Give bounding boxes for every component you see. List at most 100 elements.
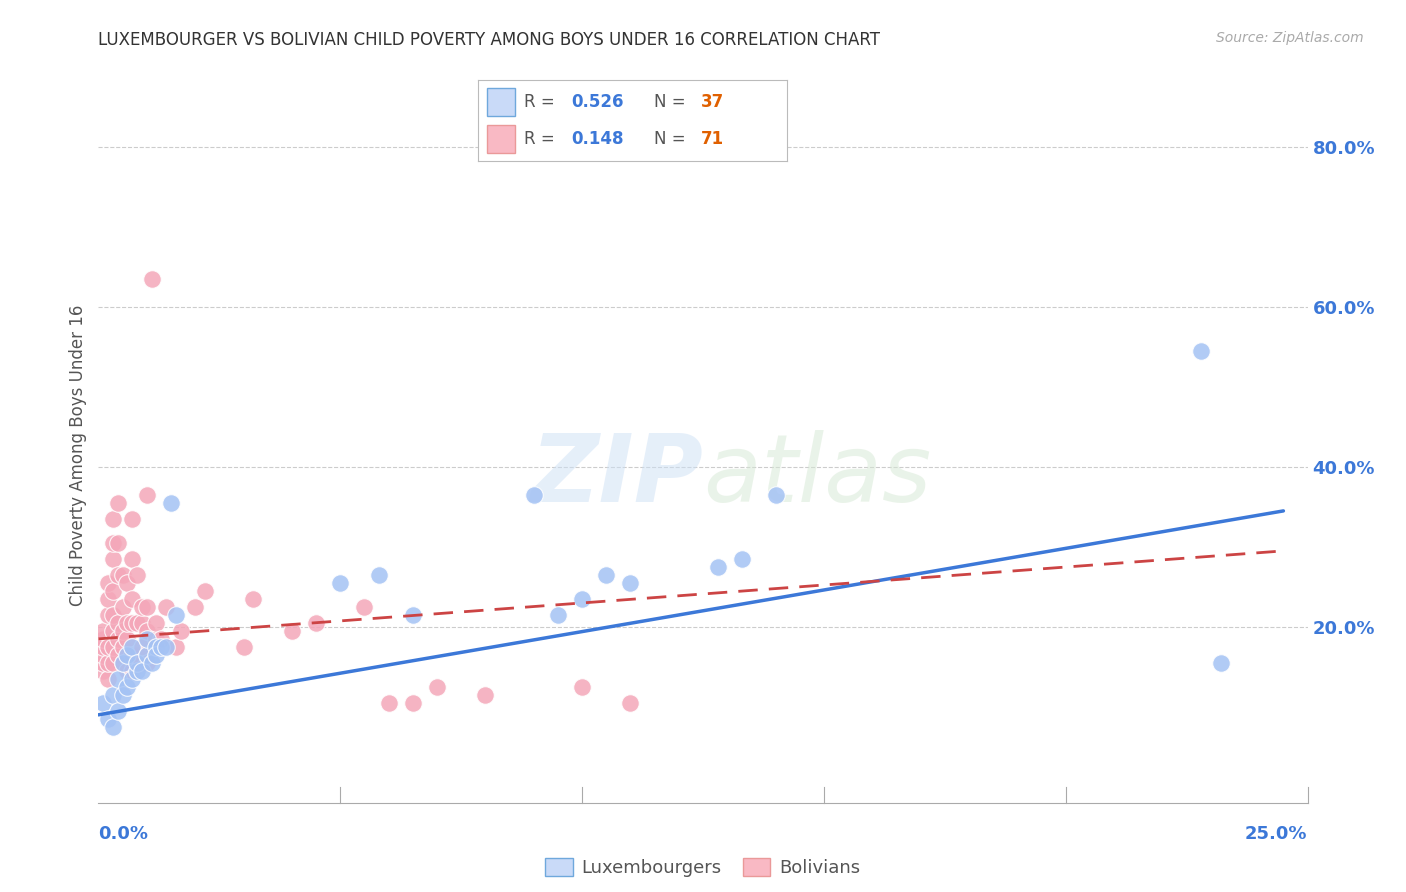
Point <box>145 640 167 654</box>
Text: atlas: atlas <box>703 430 931 521</box>
Point <box>127 664 149 678</box>
Point <box>97 712 120 726</box>
Point <box>619 575 641 590</box>
Text: Source: ZipAtlas.com: Source: ZipAtlas.com <box>1216 31 1364 45</box>
Point <box>131 615 153 630</box>
Legend: Luxembourgers, Bolivians: Luxembourgers, Bolivians <box>538 850 868 884</box>
Point <box>97 672 120 686</box>
Point <box>121 640 143 654</box>
Point <box>101 536 124 550</box>
Point <box>131 640 153 654</box>
Point <box>281 624 304 638</box>
Point <box>1189 343 1212 358</box>
Point <box>194 583 217 598</box>
Point <box>305 615 328 630</box>
Point <box>111 599 134 614</box>
Point <box>571 591 593 606</box>
Point <box>117 615 139 630</box>
Point <box>329 575 352 590</box>
Point <box>121 615 143 630</box>
Point <box>765 488 787 502</box>
Point <box>169 624 191 638</box>
Text: 71: 71 <box>700 130 724 148</box>
Text: LUXEMBOURGER VS BOLIVIAN CHILD POVERTY AMONG BOYS UNDER 16 CORRELATION CHART: LUXEMBOURGER VS BOLIVIAN CHILD POVERTY A… <box>98 31 880 49</box>
Point <box>184 599 207 614</box>
Point <box>155 599 177 614</box>
Point <box>97 607 120 622</box>
Text: N =: N = <box>654 93 692 111</box>
Point <box>101 607 124 622</box>
Point <box>97 575 120 590</box>
Point <box>121 648 143 662</box>
Point <box>135 599 157 614</box>
Point <box>97 640 120 654</box>
Point <box>595 567 617 582</box>
Point <box>377 696 399 710</box>
Point <box>107 567 129 582</box>
Point <box>242 591 264 606</box>
Point <box>135 624 157 638</box>
Point <box>101 720 124 734</box>
Text: 25.0%: 25.0% <box>1246 825 1308 843</box>
Point <box>353 599 375 614</box>
Point <box>101 512 124 526</box>
Point <box>107 632 129 646</box>
Point <box>131 599 153 614</box>
Point <box>547 607 569 622</box>
Point <box>165 640 187 654</box>
Point <box>107 615 129 630</box>
Point <box>127 615 149 630</box>
Point <box>111 688 134 702</box>
Point <box>107 536 129 550</box>
Point <box>571 680 593 694</box>
Y-axis label: Child Poverty Among Boys Under 16: Child Poverty Among Boys Under 16 <box>69 304 87 606</box>
Point <box>150 640 173 654</box>
Point <box>101 688 124 702</box>
Point <box>426 680 449 694</box>
Point <box>141 656 163 670</box>
Point <box>111 656 134 670</box>
Point <box>402 696 425 710</box>
Point <box>91 640 114 654</box>
Point <box>474 688 496 702</box>
Point <box>107 672 129 686</box>
Point <box>101 656 124 670</box>
Point <box>131 664 153 678</box>
Point <box>117 632 139 646</box>
Point <box>107 648 129 662</box>
Text: 0.148: 0.148 <box>571 130 623 148</box>
Point <box>619 696 641 710</box>
Point <box>121 664 143 678</box>
Text: R =: R = <box>524 93 561 111</box>
Point <box>523 488 546 502</box>
Bar <box>488 125 515 153</box>
Point <box>91 632 114 646</box>
Point <box>145 615 167 630</box>
Point <box>706 560 728 574</box>
Point <box>127 567 149 582</box>
Point <box>135 488 157 502</box>
Point <box>135 648 157 662</box>
Point <box>121 512 143 526</box>
Point <box>91 696 114 710</box>
Point <box>107 496 129 510</box>
Point <box>135 632 157 646</box>
Text: 0.0%: 0.0% <box>98 825 149 843</box>
Point <box>127 648 149 662</box>
Point <box>117 680 139 694</box>
Point <box>91 656 114 670</box>
Point <box>1209 656 1232 670</box>
Point <box>402 607 425 622</box>
Point <box>145 632 167 646</box>
Point <box>121 591 143 606</box>
Text: R =: R = <box>524 130 561 148</box>
Point <box>145 648 167 662</box>
Point <box>91 648 114 662</box>
Point <box>165 607 187 622</box>
Point <box>232 640 254 654</box>
Point <box>91 624 114 638</box>
Point <box>101 583 124 598</box>
Point <box>111 640 134 654</box>
Text: N =: N = <box>654 130 692 148</box>
Point <box>117 664 139 678</box>
